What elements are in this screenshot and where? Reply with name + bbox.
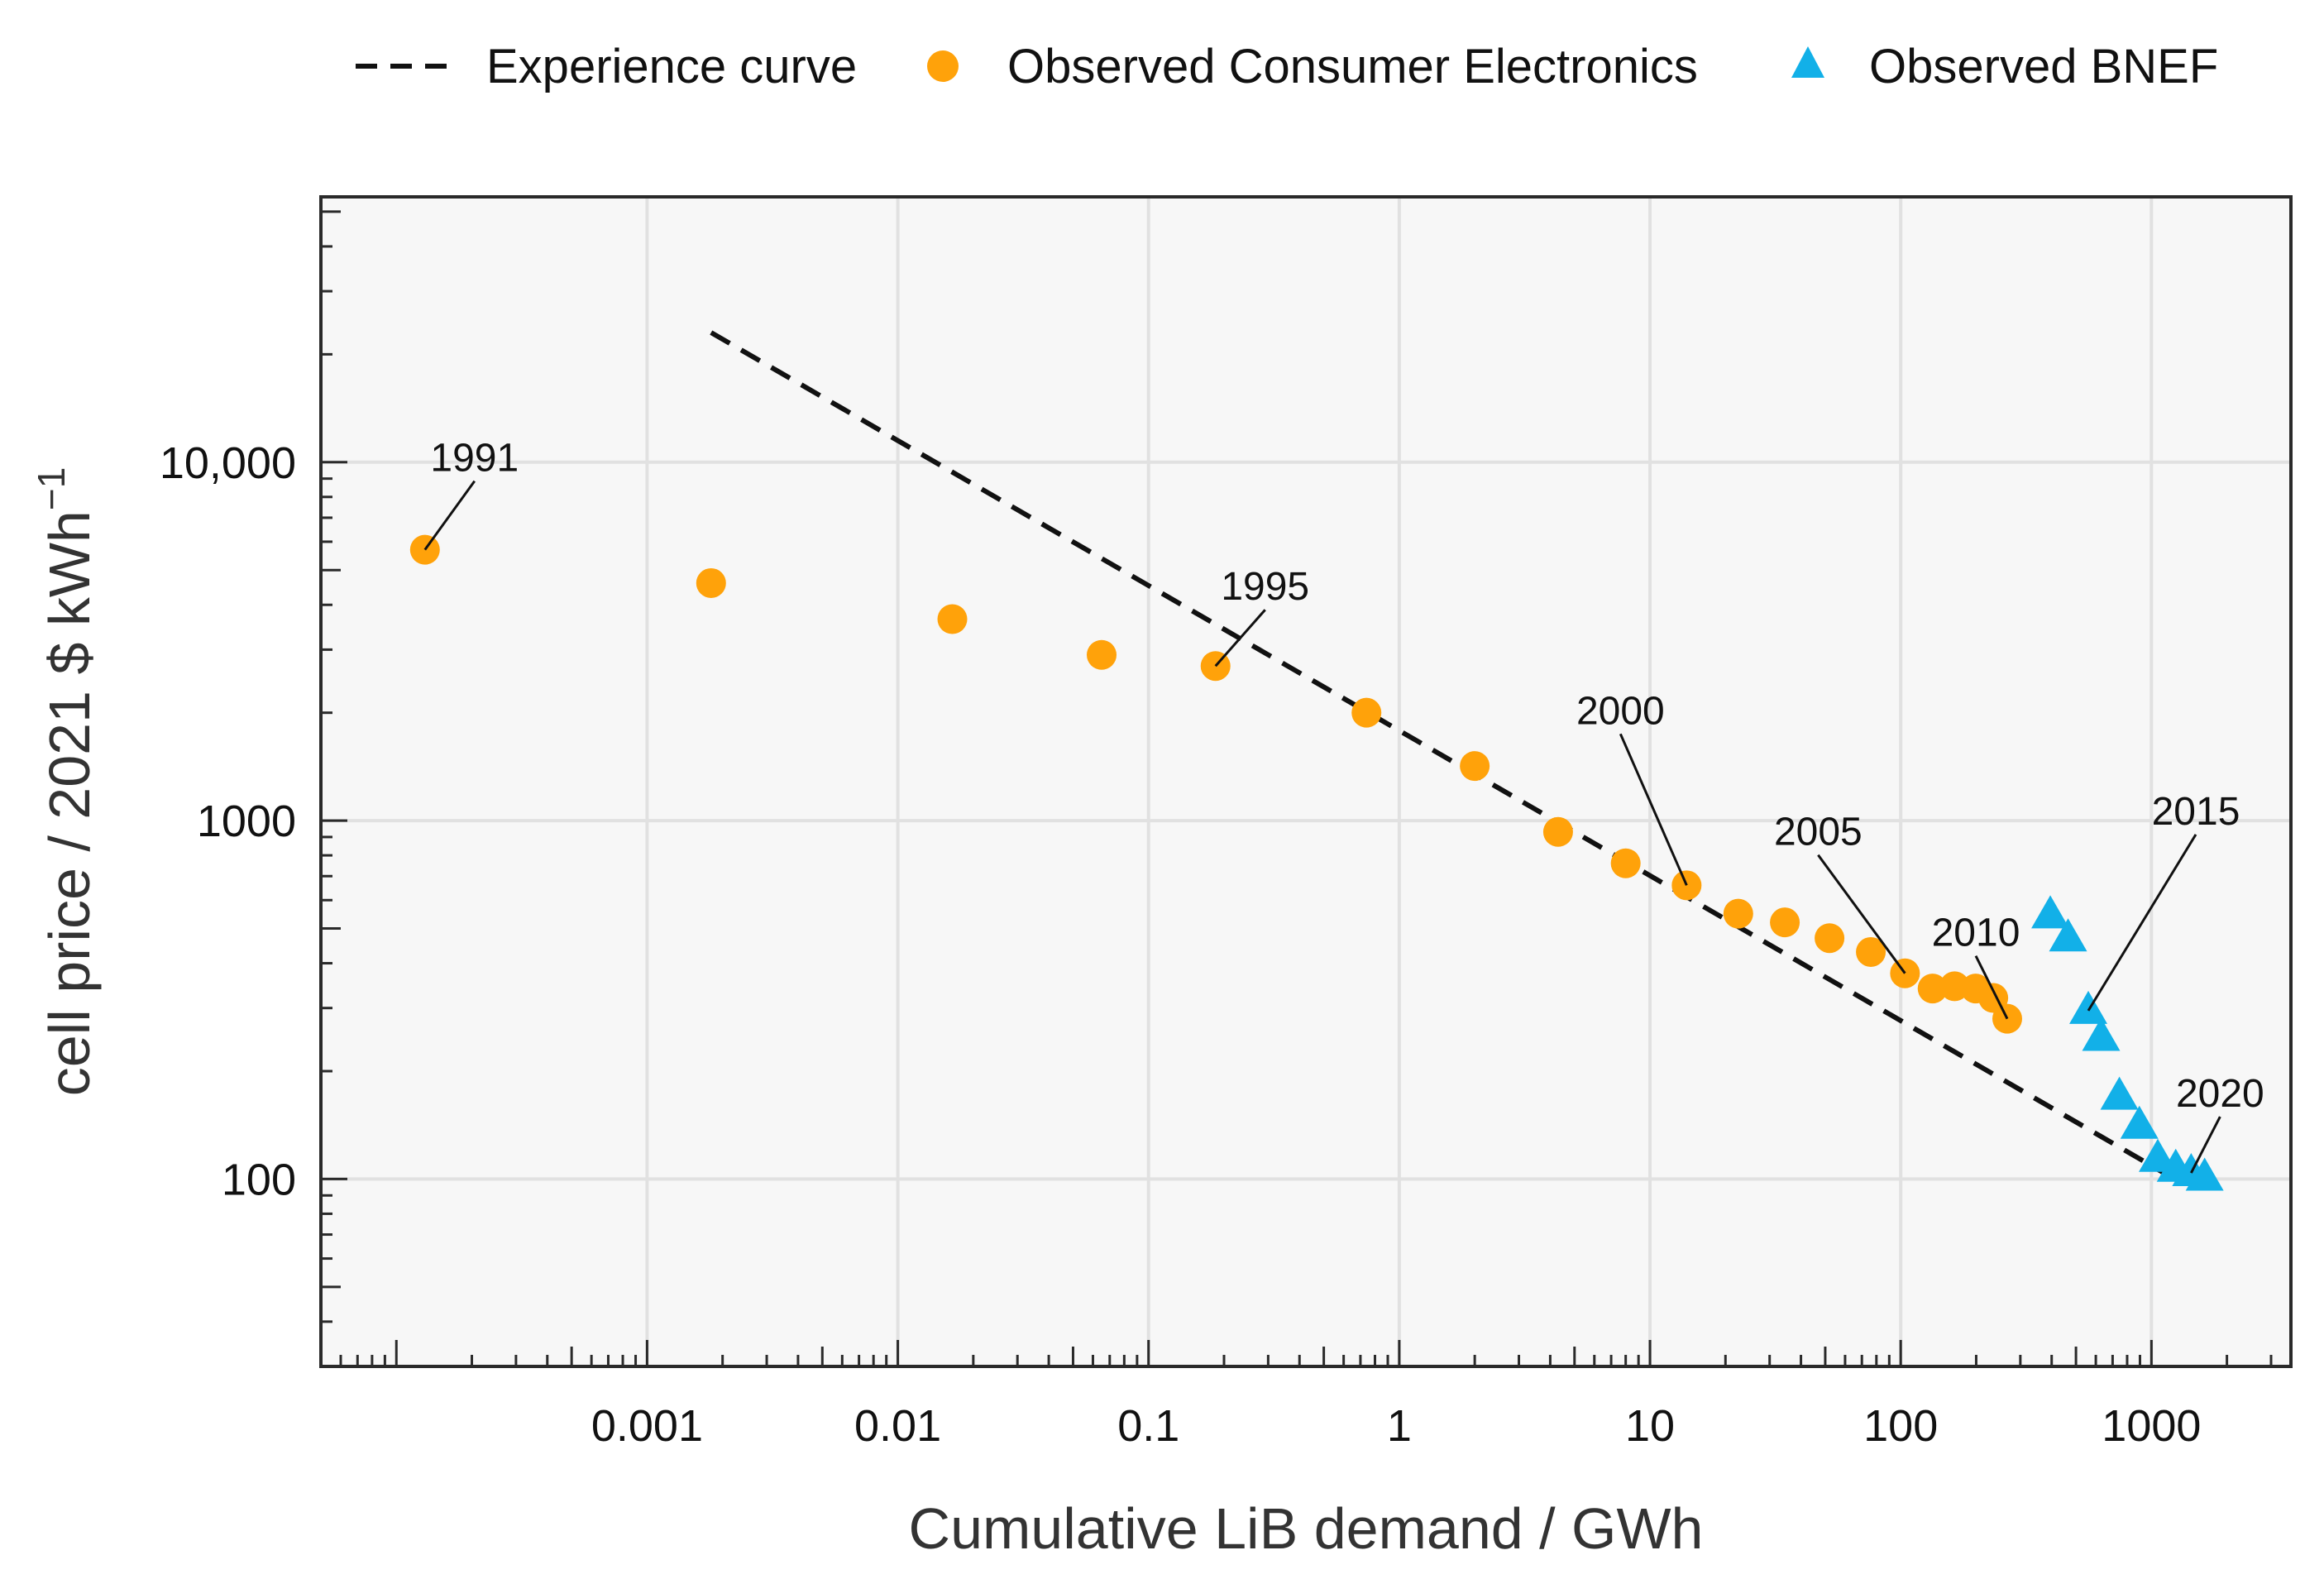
bnef-point [2120,1105,2159,1139]
consumer-electronics-point [937,604,968,634]
consumer-electronics-point [1542,816,1573,847]
annotation-label: 2000 [1576,689,1665,733]
annotation-label: 2020 [2176,1072,2264,1116]
y-tick-label: 100 [222,1155,296,1204]
legend-bnef-swatch [1791,46,1824,78]
x-tick-label: 0.001 [591,1401,703,1451]
consumer-electronics-point [1723,898,1753,929]
x-tick-label: 100 [1863,1401,1938,1451]
x-tick-label: 1 [1387,1401,1412,1451]
consumer-electronics-point [1087,639,1117,670]
bnef-point [2049,918,2087,952]
annotation-leader [1974,955,2009,1020]
annotation-leader [423,480,476,551]
x-tick-label: 0.1 [1117,1401,1179,1451]
bnef-point [2185,1157,2224,1191]
legend-bnef-label: Observed BNEF [1869,40,2218,93]
annotation-label: 1991 [430,437,519,481]
annotations: 1991 1995 2000 2005 2010 2015 2020 [423,437,2264,1174]
legend-consumer-electronics-label: Observed Consumer Electronics [1007,40,1698,93]
bnef-point [2031,895,2070,929]
experience-curve-line [710,330,2182,1184]
annotation-leader [1214,609,1266,667]
consumer-electronics-point [1610,848,1641,878]
x-tick-label: 1000 [2102,1401,2201,1451]
grid [321,197,2291,1366]
bnef-point [2082,1017,2121,1051]
x-tick-label: 0.01 [854,1401,941,1451]
annotation-leader [2087,834,2197,1012]
consumer-electronics-point [1917,974,1948,1004]
y-axis-title-superscript: −1 [30,467,73,510]
x-axis-title: Cumulative LiB demand / GWh [909,1496,1704,1561]
annotation-leader [1619,733,1688,886]
annotation-leader [1817,854,1906,974]
axes: 0.001 0.01 0.1 1 10 100 1000 100 1000 10,000 [160,210,2273,1451]
consumer-electronics-point [696,567,726,598]
consumer-electronics-point [1815,923,1845,954]
consumer-electronics-point [1460,751,1490,782]
plot-panel-border [319,195,2293,1368]
consumer-electronics-point [1351,697,1382,728]
annotation-label: 2005 [1774,811,1863,854]
annotation-label: 2015 [2152,790,2240,834]
bnef-point [2069,990,2108,1024]
annotation-label: 2010 [1932,912,2020,955]
y-tick-label: 1000 [197,797,296,846]
y-axis-title: cell price / 2021 $ kWh−1 [30,467,102,1097]
plot-panel [321,197,2291,1366]
annotation-leader [2190,1116,2221,1174]
consumer-electronics-point [1856,936,1886,967]
x-tick-label: 10 [1625,1401,1675,1451]
y-tick-label: 10,000 [160,438,296,488]
y-axis-title-text: cell price / 2021 $ kWh [37,510,102,1096]
legend: Experience curve Observed Consumer Elect… [356,40,2218,93]
bnef-point [2100,1076,2139,1110]
annotation-label: 1995 [1221,565,1309,609]
legend-experience-curve-label: Experience curve [486,40,857,93]
consumer-electronics-point [1770,907,1800,938]
series [409,330,2224,1191]
svg-text:cell price / 2021 $ kWh−1: cell price / 2021 $ kWh−1 [30,467,102,1097]
legend-consumer-electronics-swatch [927,50,959,82]
